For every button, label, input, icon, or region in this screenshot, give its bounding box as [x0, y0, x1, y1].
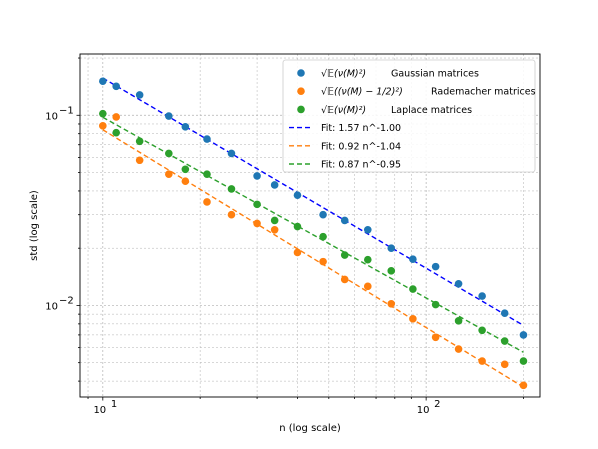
data-point: [319, 257, 327, 266]
data-point: [203, 135, 211, 143]
fit-line: [102, 129, 524, 388]
data-point: [363, 282, 372, 291]
y-tick-exponent: −2: [59, 295, 74, 306]
fit-line: [102, 116, 524, 353]
data-point: [203, 198, 211, 206]
data-point: [500, 337, 509, 345]
legend-box: [282, 59, 536, 173]
data-point: [293, 222, 302, 231]
data-point: [135, 137, 144, 146]
data-point: [409, 315, 417, 323]
legend-label: Fit: 1.57 n^-1.00: [321, 123, 401, 134]
data-point: [519, 357, 528, 365]
x-tick-exponent: 2: [434, 399, 440, 410]
legend-math-label: √𝔼((ν(M) − 1/2)²): [321, 87, 403, 98]
data-point: [227, 149, 236, 158]
data-point: [135, 156, 144, 165]
data-point: [112, 113, 121, 121]
data-point: [319, 232, 327, 241]
fit-line: [102, 77, 524, 327]
legend-label: Fit: 0.87 n^-0.95: [321, 160, 401, 171]
legend-label: Laplace matrices: [391, 105, 472, 116]
data-point: [253, 172, 261, 180]
data-point: [227, 185, 236, 193]
data-point: [181, 122, 190, 131]
data-point: [454, 317, 463, 325]
data-point: [340, 216, 349, 225]
data-point: [99, 122, 107, 130]
data-point: [387, 300, 396, 308]
data-point: [181, 177, 190, 186]
data-point: [500, 309, 509, 318]
data-point: [409, 255, 417, 264]
data-point: [363, 225, 372, 234]
data-point: [431, 262, 440, 271]
legend-marker: [297, 105, 305, 114]
data-point: [363, 255, 372, 264]
data-point: [253, 219, 261, 228]
data-point: [165, 170, 173, 178]
data-point: [319, 210, 327, 219]
data-point: [203, 170, 211, 178]
data-point: [293, 248, 302, 257]
data-point: [431, 300, 440, 309]
data-point: [519, 331, 528, 339]
legend-label: Rademacher matrices: [431, 87, 536, 98]
x-tick-label: 10: [93, 405, 106, 416]
data-point: [99, 109, 107, 118]
data-point: [270, 216, 279, 225]
data-point: [387, 267, 396, 275]
data-point: [165, 149, 173, 158]
legend-label: Fit: 0.92 n^-1.04: [321, 141, 401, 152]
x-tick-label: 10: [417, 405, 430, 416]
data-point: [253, 200, 261, 209]
data-point: [431, 333, 440, 342]
y-axis-label: std (log scale): [29, 190, 40, 261]
data-point: [165, 112, 173, 120]
data-point: [135, 91, 144, 99]
plot-frame: [79, 53, 541, 398]
y-tick-exponent: −1: [59, 105, 74, 116]
data-point: [270, 181, 279, 189]
fit-lines: [102, 77, 524, 388]
data-point: [181, 165, 190, 174]
data-points: [99, 77, 528, 390]
legend-math-label: √𝔼(ν(M)²): [321, 105, 366, 116]
data-point: [478, 326, 486, 335]
legend: √𝔼(ν(M)²) Gaussian matrices √𝔼((ν(M) − 1/2…: [282, 59, 536, 173]
data-point: [227, 210, 236, 219]
grid: [80, 54, 540, 397]
data-point: [478, 292, 486, 300]
legend-marker: [297, 87, 305, 95]
data-point: [500, 360, 509, 369]
data-point: [454, 345, 463, 353]
data-point: [112, 82, 121, 91]
y-tick-label: 10: [45, 111, 58, 122]
data-point: [112, 128, 121, 137]
data-point: [409, 285, 417, 293]
data-point: [340, 275, 349, 284]
data-point: [387, 244, 396, 252]
x-tick-exponent: 1: [111, 399, 117, 410]
data-point: [519, 381, 528, 390]
legend-marker: [297, 69, 305, 77]
y-tick-label: 10: [45, 301, 58, 312]
x-axis-label: n (log scale): [279, 423, 341, 434]
data-point: [340, 251, 349, 259]
legend-math-label: √𝔼(ν(M)²): [321, 69, 366, 80]
data-point: [454, 279, 463, 288]
data-point: [99, 77, 107, 86]
data-point: [270, 225, 279, 234]
legend-label: Gaussian matrices: [391, 69, 479, 80]
data-point: [293, 191, 302, 199]
data-point: [478, 357, 486, 365]
